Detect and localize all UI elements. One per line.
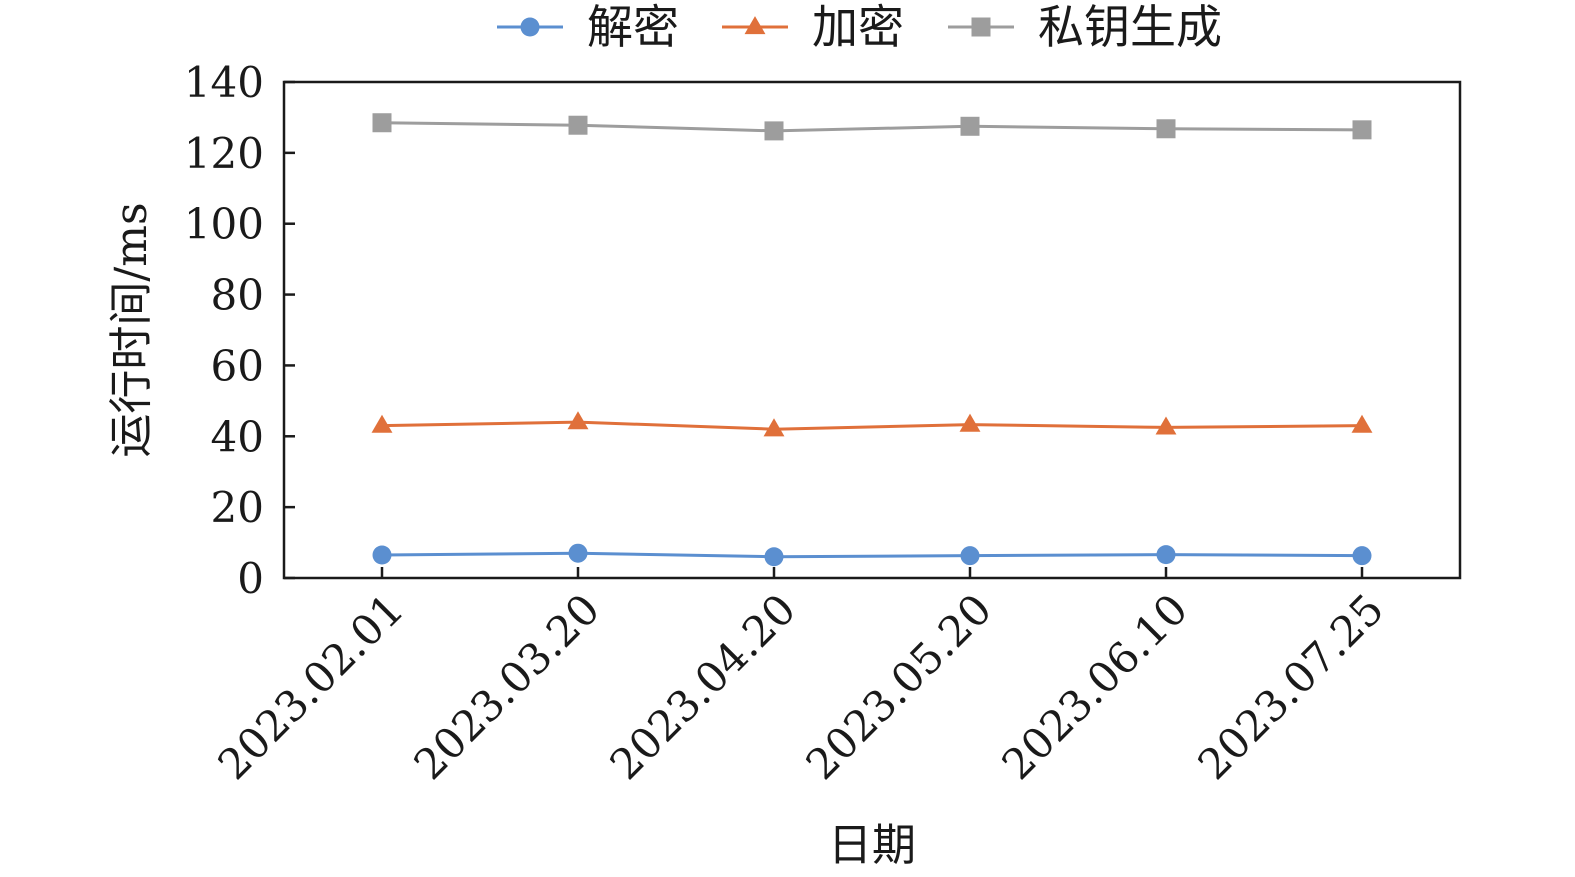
x-tick-label: 2023.04.20 <box>600 584 805 789</box>
legend-label: 私钥生成 <box>1038 0 1222 54</box>
x-tick-label: 2023.03.20 <box>404 584 609 789</box>
data-point <box>1156 119 1176 139</box>
x-tick-label: 2023.07.25 <box>1188 584 1393 789</box>
data-point <box>763 418 785 437</box>
legend-item: 解密 <box>497 0 679 54</box>
y-tick-label: 40 <box>211 412 264 461</box>
data-point <box>568 115 588 135</box>
data-point <box>520 17 540 37</box>
x-tick-label: 2023.05.20 <box>796 584 1001 789</box>
y-axis: 0 20 40 60 80 100 120 140 <box>184 58 295 603</box>
data-point <box>960 546 980 566</box>
data-point <box>971 17 991 37</box>
data-point <box>744 16 766 35</box>
data-point <box>1156 545 1176 565</box>
series-line <box>381 551 1363 559</box>
x-axis-title: 日期 <box>828 820 916 871</box>
data-point <box>1351 414 1373 433</box>
series-group <box>371 411 1373 437</box>
y-tick-label: 140 <box>184 58 264 107</box>
data-point <box>567 411 589 430</box>
y-tick-label: 120 <box>184 129 264 178</box>
series-group <box>372 113 1372 141</box>
data-point <box>372 545 392 565</box>
data-point <box>1352 120 1372 140</box>
data-point <box>764 547 784 567</box>
series-group <box>372 543 1372 567</box>
y-tick-label: 80 <box>211 271 264 320</box>
legend-item: 私钥生成 <box>948 0 1222 54</box>
y-tick-label: 20 <box>211 483 264 532</box>
series-line <box>381 420 1363 431</box>
legend: 解密 加密 私钥生成 <box>497 0 1222 54</box>
x-axis: 2023.02.012023.03.202023.04.202023.05.20… <box>208 567 1393 789</box>
legend-label: 加密 <box>812 0 904 54</box>
data-point <box>1155 416 1177 435</box>
y-axis-title: 运行时间/ms <box>106 202 157 457</box>
series-layer <box>371 113 1373 567</box>
legend-label: 解密 <box>587 0 679 54</box>
data-point <box>959 413 981 432</box>
data-point <box>1352 546 1372 566</box>
series-line <box>381 121 1363 133</box>
x-tick-label: 2023.06.10 <box>992 584 1197 789</box>
y-tick-label: 0 <box>237 554 264 603</box>
data-point <box>372 113 392 133</box>
plot-frame <box>282 80 1462 580</box>
legend-item: 加密 <box>722 0 904 54</box>
x-tick-label: 2023.02.01 <box>208 584 413 789</box>
data-point <box>371 414 393 433</box>
data-point <box>764 121 784 141</box>
y-tick-label: 100 <box>184 200 264 249</box>
y-tick-label: 60 <box>211 341 264 390</box>
data-point <box>568 543 588 563</box>
data-point <box>960 116 980 136</box>
